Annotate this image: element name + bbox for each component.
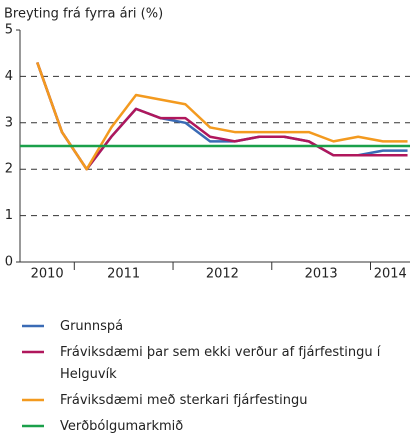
line-series [36, 62, 408, 171]
x-tick-label: 2011 [107, 267, 140, 282]
x-tick-label: 2013 [305, 267, 338, 282]
x-tick-label: 2014 [374, 267, 407, 282]
x-tick-label: 2010 [31, 267, 64, 282]
y-tick-label: 5 [5, 23, 13, 38]
y-tick-label: 4 [5, 69, 13, 84]
legend-label: Fráviksdæmi með sterkari fjárfestingu [60, 393, 307, 408]
line-series [36, 62, 408, 171]
legend-label: Verðbólgumarkmið [60, 419, 183, 434]
legend-label: Grunnspá [60, 319, 123, 334]
y-tick-label: 1 [5, 208, 13, 223]
y-tick-label: 3 [5, 115, 13, 130]
line-series [36, 62, 408, 171]
legend-label: Fráviksdæmi þar sem ekki verður af fjárf… [60, 345, 381, 382]
y-tick-label: 0 [5, 255, 13, 270]
chart-title: Breyting frá fyrra ári (%) [4, 7, 163, 22]
x-tick-label: 2012 [206, 267, 239, 282]
y-tick-label: 2 [5, 162, 13, 177]
